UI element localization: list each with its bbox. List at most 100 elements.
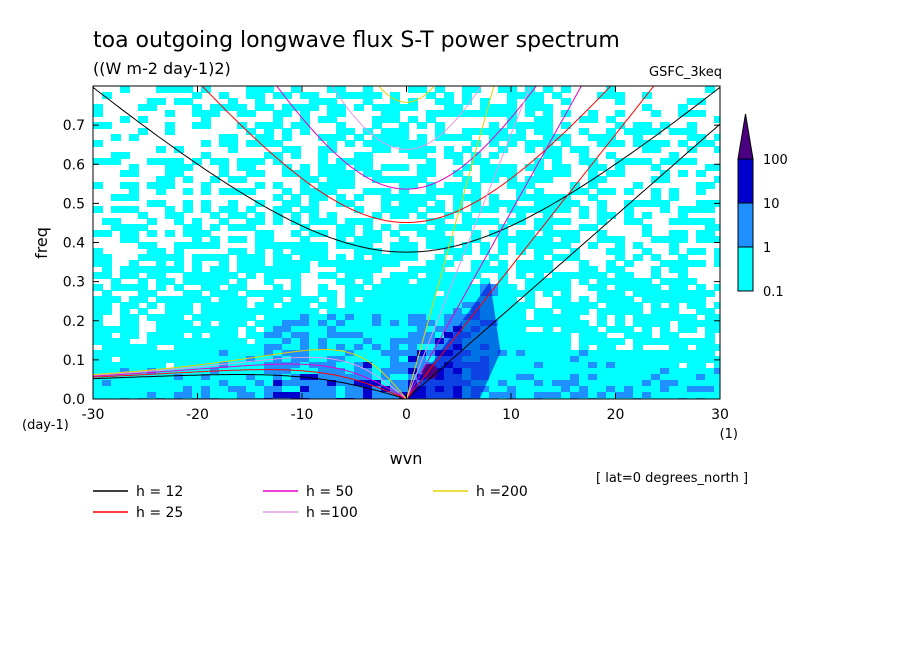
field-cell [192, 242, 202, 249]
field-cell [669, 242, 679, 249]
field-cell [246, 188, 256, 195]
field-cell [336, 356, 346, 363]
field-cell [327, 146, 337, 153]
legend-label: h = 50 [306, 484, 353, 500]
field-cell [363, 392, 373, 399]
field-cell [129, 194, 139, 201]
field-cell [507, 380, 517, 387]
field-cell [579, 356, 589, 363]
field-cell [489, 176, 499, 183]
field-cell [561, 242, 571, 249]
field-cell [588, 116, 598, 123]
field-cell [264, 374, 274, 381]
field-cell [192, 230, 202, 237]
field-cell [525, 356, 535, 363]
field-cell [156, 266, 166, 273]
field-cell [138, 296, 148, 303]
field-cell [327, 380, 337, 387]
field-cell [633, 386, 643, 393]
field-cell [480, 248, 490, 255]
field-cell [336, 314, 346, 321]
field-cell [318, 380, 328, 387]
field-cell [516, 386, 526, 393]
field-cell [408, 86, 418, 93]
field-cell [336, 374, 346, 381]
field-cell [201, 350, 211, 357]
field-cell [165, 326, 175, 333]
field-cell [228, 176, 238, 183]
field-cell [453, 320, 463, 327]
field-cell [156, 284, 166, 291]
field-cell [552, 152, 562, 159]
field-cell [255, 218, 265, 225]
field-cell [615, 338, 625, 345]
field-cell [129, 284, 139, 291]
field-cell [426, 236, 436, 243]
field-cell [489, 368, 499, 375]
field-cell [507, 374, 517, 381]
field-cell [192, 224, 202, 231]
field-cell [183, 338, 193, 345]
field-cell [669, 302, 679, 309]
field-cell [102, 386, 112, 393]
field-cell [138, 242, 148, 249]
field-cell [660, 356, 670, 363]
field-cell [633, 242, 643, 249]
field-cell [399, 242, 409, 249]
field-cell [228, 302, 238, 309]
field-cell [669, 332, 679, 339]
field-cell [453, 134, 463, 141]
field-cell [615, 122, 625, 129]
field-cell [642, 290, 652, 297]
field-cell [498, 386, 508, 393]
field-cell [264, 86, 274, 93]
field-cell [390, 314, 400, 321]
field-cell [525, 344, 535, 351]
field-cell [507, 98, 517, 105]
field-cell [273, 266, 283, 273]
field-cell [228, 392, 238, 399]
field-cell [327, 386, 337, 393]
field-cell [372, 122, 382, 129]
field-cell [498, 326, 508, 333]
field-cell [93, 380, 103, 387]
field-cell [462, 110, 472, 117]
field-cell [570, 254, 580, 261]
field-cell [606, 248, 616, 255]
field-cell [201, 242, 211, 249]
field-cell [525, 380, 535, 387]
field-cell [381, 338, 391, 345]
field-cell [525, 374, 535, 381]
field-cell [372, 170, 382, 177]
field-cell [516, 320, 526, 327]
field-cell [561, 164, 571, 171]
y-tick-label: 0.2 [63, 314, 85, 330]
field-cell [255, 122, 265, 129]
field-cell [705, 200, 715, 207]
field-cell [120, 356, 130, 363]
field-cell [318, 338, 328, 345]
field-cell [219, 356, 229, 363]
field-cell [651, 392, 661, 399]
field-cell [570, 320, 580, 327]
field-cell [363, 188, 373, 195]
field-cell [624, 356, 634, 363]
y-tick-label: 0.0 [63, 392, 85, 408]
field-cell [336, 170, 346, 177]
field-cell [219, 164, 229, 171]
field-cell [516, 236, 526, 243]
field-cell [336, 122, 346, 129]
field-cell [273, 254, 283, 261]
field-cell [174, 158, 184, 165]
field-cell [255, 350, 265, 357]
field-cell [219, 296, 229, 303]
field-cell [120, 362, 130, 369]
field-cell [381, 140, 391, 147]
field-cell [552, 332, 562, 339]
field-cell [615, 140, 625, 147]
field-cell [192, 314, 202, 321]
field-cell [642, 128, 652, 135]
field-cell [354, 206, 364, 213]
field-cell [318, 392, 328, 399]
